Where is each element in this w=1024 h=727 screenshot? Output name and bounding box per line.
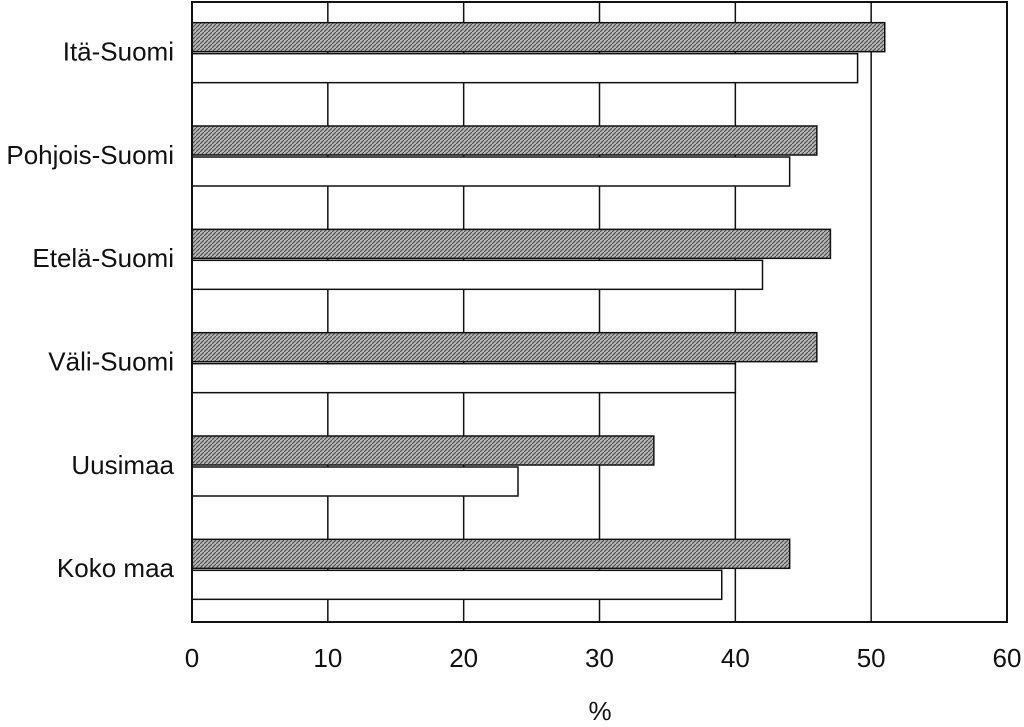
x-tick-label: 30: [585, 643, 614, 673]
y-tick-label: Etelä-Suomi: [32, 243, 174, 273]
bar: [191, 156, 791, 187]
bar: [191, 331, 818, 363]
x-tick-label: 20: [449, 643, 478, 673]
bar: [191, 362, 737, 394]
bar: [191, 569, 723, 601]
bar: [191, 52, 859, 84]
x-tick-label: 0: [185, 643, 199, 673]
x-tick-label: 40: [721, 643, 750, 673]
y-tick-label: Koko maa: [57, 553, 175, 583]
bar: [191, 125, 818, 156]
plot-frame: [191, 1, 1008, 623]
bar: [191, 538, 791, 570]
y-tick-label: Pohjois-Suomi: [6, 140, 174, 170]
y-tick-label: Väli-Suomi: [48, 347, 174, 377]
x-axis-label: %: [588, 696, 611, 726]
bar: [191, 466, 519, 497]
bar: [191, 228, 832, 260]
bar: [191, 21, 886, 53]
x-tick-label: 50: [857, 643, 886, 673]
bar: [191, 435, 655, 466]
y-tick-label: Itä-Suomi: [63, 37, 174, 67]
bar: [191, 259, 764, 291]
x-tick-label: 60: [993, 643, 1022, 673]
x-tick-label: 10: [313, 643, 342, 673]
y-tick-label: Uusimaa: [71, 450, 174, 480]
